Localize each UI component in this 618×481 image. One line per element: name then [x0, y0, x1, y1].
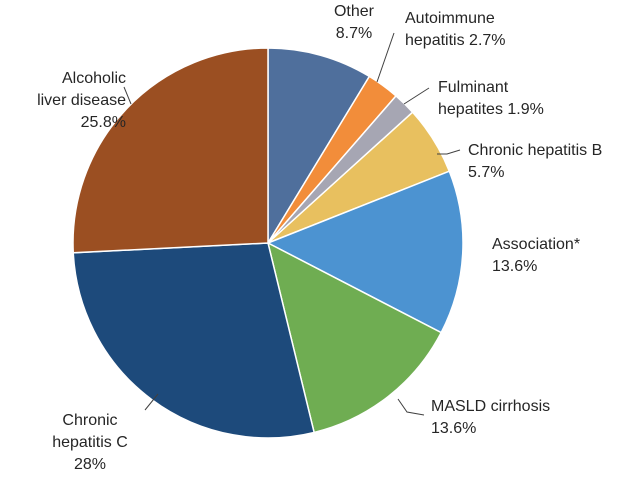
slice-label-fulminant: Fulminant hepatites 1.9% — [438, 79, 544, 118]
slice-label-line: 13.6% — [431, 420, 476, 437]
slice-label-autoimmune: Autoimmune hepatitis 2.7% — [405, 10, 506, 49]
slice-label-line: hepatitis 2.7% — [405, 32, 506, 49]
slice-label-line: hepatitis C — [52, 434, 128, 451]
slice-labels: Other 8.7% Autoimmune hepatitis 2.7% Fulmina… — [37, 3, 602, 473]
leader-line-autoimmune — [376, 32, 395, 83]
slice-label-other: Other 8.7% — [334, 3, 375, 42]
slice-label-line: Association* — [492, 236, 580, 253]
slice-alcoholic — [72, 47, 269, 254]
slice-label-line: 13.6% — [492, 258, 537, 275]
leader-line-fulminant — [403, 87, 430, 105]
slice-label-line: Chronic hepatitis B — [468, 142, 602, 159]
slice-label-chronic-hepatitis-b: Chronic hepatitis B 5.7% — [468, 142, 602, 181]
slice-label-line: Autoimmune — [405, 10, 495, 27]
slice-label-chronic: Chronic hepatitis C 28% — [52, 412, 128, 473]
slice-label-line: Alcoholic — [62, 70, 126, 87]
slice-label-line: MASLD cirrhosis — [431, 398, 550, 415]
slice-association — [266, 170, 464, 334]
slice-label-line: Chronic — [62, 412, 117, 429]
slice-label-line: Fulminant — [438, 79, 509, 96]
slice-label-alcoholic: Alcoholic liver disease 25.8% — [37, 70, 126, 131]
slice-label-line: liver disease — [37, 92, 126, 109]
slice-label-line: 25.8% — [81, 114, 126, 131]
pie-slices — [72, 47, 464, 439]
leader-line-chronic-hepatitis-b — [437, 149, 461, 155]
slice-label-line: 5.7% — [468, 164, 504, 181]
leader-line-masld-cirrhosis — [397, 398, 425, 416]
slice-label-masld-cirrhosis: MASLD cirrhosis 13.6% — [431, 398, 550, 437]
slice-label-association: Association* 13.6% — [492, 236, 580, 275]
slice-label-line: 28% — [74, 456, 106, 473]
slice-label-line: hepatites 1.9% — [438, 101, 544, 118]
leader-line-alcoholic — [123, 86, 132, 105]
leader-line-chronic — [144, 393, 159, 411]
slice-masld-cirrhosis — [266, 241, 443, 434]
slice-other — [267, 47, 371, 246]
leader-lines — [123, 32, 461, 416]
slice-chronic — [72, 242, 316, 439]
slice-label-line: 8.7% — [336, 25, 372, 42]
slice-label-line: Other — [334, 3, 375, 20]
